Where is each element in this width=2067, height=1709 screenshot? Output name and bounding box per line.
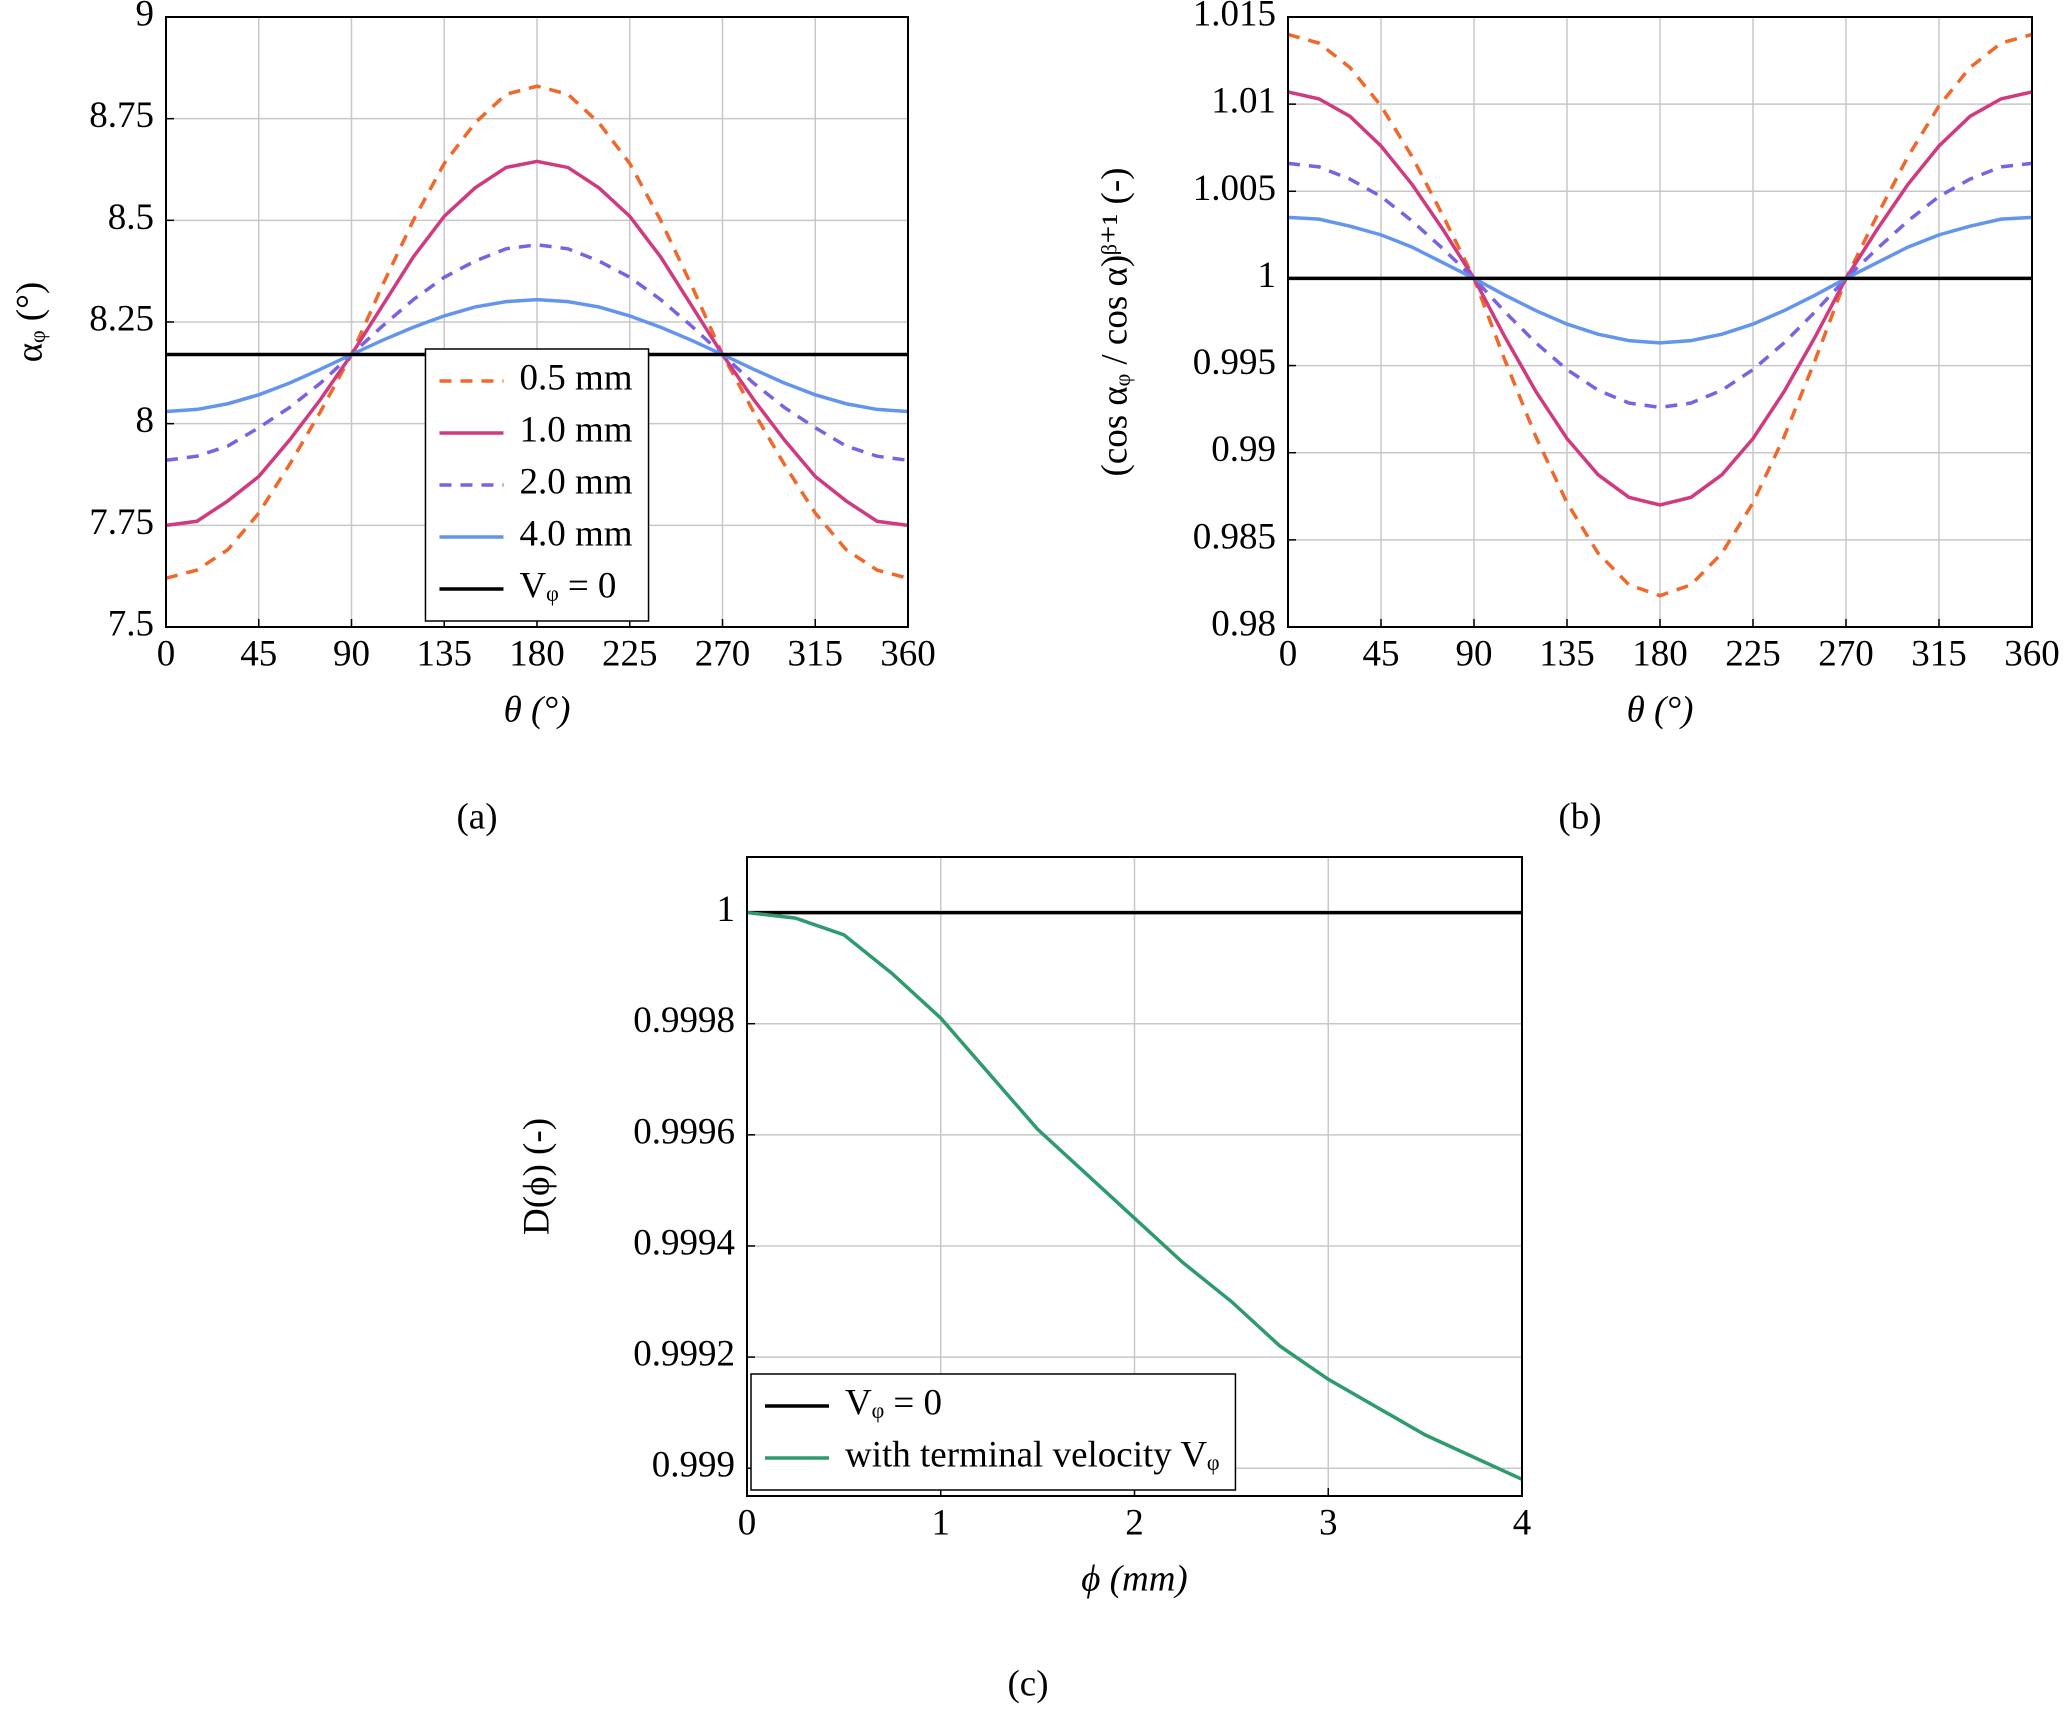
- y-tick-label: 0.985: [1193, 516, 1276, 557]
- y-tick-label: 7.75: [89, 502, 154, 543]
- series-line: [165, 297, 909, 414]
- x-tick-label: 315: [788, 633, 844, 674]
- x-tick-label: 0: [738, 1502, 757, 1543]
- x-tick-label: 225: [1725, 633, 1781, 674]
- legend-label: 0.5 mm: [519, 357, 632, 398]
- legend: Vᵩ = 0 with terminal velocity Vᵩ: [750, 1373, 1237, 1491]
- x-tick-label: 45: [240, 633, 277, 674]
- series-line: [1287, 215, 2033, 345]
- y-tick-label: 1.01: [1211, 81, 1276, 122]
- series-line: [1287, 32, 2033, 598]
- x-tick-label: 270: [1818, 633, 1874, 674]
- y-axis-label: D(ϕ) (-): [516, 1118, 557, 1235]
- y-tick-label: 8: [136, 400, 155, 441]
- series-line: [165, 84, 909, 580]
- x-tick-label: 3: [1319, 1502, 1338, 1543]
- x-tick-label: 90: [333, 633, 370, 674]
- legend-label: 1.0 mm: [519, 409, 632, 450]
- x-tick-label: 0: [1279, 633, 1298, 674]
- legend-label: 2.0 mm: [519, 461, 632, 502]
- x-tick-label: 0: [157, 633, 176, 674]
- y-tick-label: 0.9998: [633, 1000, 735, 1041]
- series-line: [165, 242, 909, 463]
- y-tick-label: 0.98: [1211, 603, 1276, 644]
- legend-label: Vᵩ = 0: [519, 565, 616, 606]
- caption: (b): [1558, 796, 1601, 837]
- plot-frame: [165, 16, 909, 628]
- y-tick-label: 1.005: [1193, 168, 1276, 209]
- legend: 0.5 mm 1.0 mm 2.0 mm 4.0 mm Vᵩ = 0: [424, 348, 650, 622]
- caption: (c): [1007, 1663, 1048, 1704]
- y-axis-label: (cos αᵩ / cos α)ᵝ⁺¹ (-): [1094, 168, 1135, 477]
- y-tick-label: 0.995: [1193, 342, 1276, 383]
- y-tick-label: 7.5: [108, 603, 154, 644]
- x-tick-label: 270: [695, 633, 751, 674]
- y-tick-label: 0.9996: [633, 1111, 735, 1152]
- x-tick-label: 135: [1539, 633, 1595, 674]
- legend-label: with terminal velocity Vᵩ: [845, 1434, 1219, 1475]
- y-axis-label: αᵩ (°): [9, 282, 50, 362]
- y-tick-label: 0.999: [652, 1445, 735, 1486]
- series-line: [165, 159, 909, 528]
- y-tick-label: 0.9992: [633, 1334, 735, 1375]
- plot-frame: [746, 856, 1523, 1497]
- x-tick-label: 180: [509, 633, 565, 674]
- y-tick-label: 8.25: [89, 298, 154, 339]
- x-tick-label: 2: [1125, 1502, 1144, 1543]
- x-tick-label: 90: [1456, 633, 1493, 674]
- x-tick-label: 1: [932, 1502, 951, 1543]
- x-tick-label: 4: [1513, 1502, 1532, 1543]
- y-tick-label: 0.9994: [633, 1222, 735, 1263]
- x-tick-label: 360: [2004, 633, 2060, 674]
- x-axis-label: ϕ (mm): [1081, 1558, 1187, 1599]
- series-line: [746, 910, 1523, 1481]
- x-tick-label: 225: [602, 633, 658, 674]
- legend-label: Vᵩ = 0: [845, 1382, 942, 1423]
- y-tick-label: 8.5: [108, 197, 154, 238]
- x-tick-label: 315: [1911, 633, 1967, 674]
- y-tick-label: 1: [717, 889, 736, 930]
- y-tick-label: 8.75: [89, 95, 154, 136]
- x-tick-label: 45: [1363, 633, 1400, 674]
- x-axis-label: θ (°): [504, 689, 571, 730]
- y-tick-label: 0.99: [1211, 429, 1276, 470]
- x-axis-label: θ (°): [1627, 689, 1694, 730]
- caption: (a): [456, 796, 497, 837]
- y-tick-label: 1: [1258, 255, 1277, 296]
- legend-label: 4.0 mm: [519, 513, 632, 554]
- plot-frame: [1287, 16, 2033, 628]
- x-tick-label: 360: [880, 633, 936, 674]
- y-tick-label: 1.015: [1193, 0, 1276, 34]
- x-tick-label: 135: [417, 633, 473, 674]
- series-line: [1287, 90, 2033, 507]
- legend-box: [750, 1373, 1237, 1491]
- y-tick-label: 9: [136, 0, 155, 34]
- x-tick-label: 180: [1632, 633, 1688, 674]
